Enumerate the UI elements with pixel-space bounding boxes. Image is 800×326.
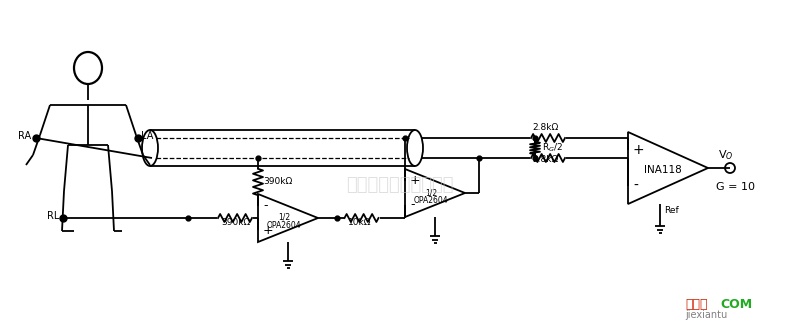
Text: 1/2: 1/2 bbox=[278, 213, 290, 222]
Text: Ref: Ref bbox=[664, 206, 678, 215]
Text: 10kΩ: 10kΩ bbox=[347, 218, 371, 227]
Text: LA: LA bbox=[141, 131, 154, 141]
Text: 390kΩ: 390kΩ bbox=[221, 218, 250, 227]
Text: 接线图: 接线图 bbox=[685, 298, 707, 311]
Text: 390kΩ: 390kΩ bbox=[263, 177, 292, 186]
Text: jiexiantu: jiexiantu bbox=[685, 310, 727, 320]
Text: COM: COM bbox=[720, 298, 752, 311]
Text: 2.8kΩ: 2.8kΩ bbox=[532, 123, 558, 132]
Text: +: + bbox=[633, 143, 645, 157]
Text: 杭州睢睢科技有限公司: 杭州睢睢科技有限公司 bbox=[346, 176, 454, 194]
Text: R$_G$/2: R$_G$/2 bbox=[542, 142, 563, 154]
Text: RL: RL bbox=[47, 211, 59, 221]
Text: OPA2604: OPA2604 bbox=[414, 196, 448, 205]
Text: G = 10: G = 10 bbox=[716, 182, 755, 192]
Text: 2.8kΩ: 2.8kΩ bbox=[532, 155, 558, 164]
Text: -: - bbox=[410, 199, 414, 212]
Text: -: - bbox=[263, 200, 267, 213]
Text: RA: RA bbox=[18, 131, 31, 141]
Text: V$_O$: V$_O$ bbox=[718, 148, 734, 162]
Text: OPA2604: OPA2604 bbox=[266, 221, 302, 230]
Text: 1/2: 1/2 bbox=[425, 188, 437, 197]
Text: INA118: INA118 bbox=[644, 165, 682, 175]
Text: +: + bbox=[410, 174, 421, 187]
Text: -: - bbox=[633, 179, 638, 193]
Text: +: + bbox=[263, 224, 274, 236]
